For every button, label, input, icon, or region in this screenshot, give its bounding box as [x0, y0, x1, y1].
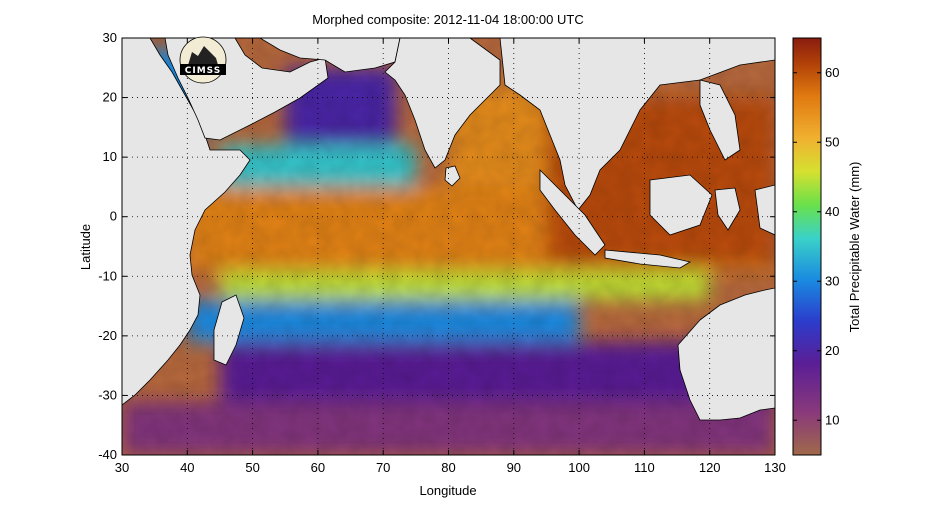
- x-tick-label: 110: [634, 460, 655, 475]
- sulawesi-land: [714, 187, 741, 231]
- india-land: [384, 38, 501, 169]
- colorbar-gradient: [792, 37, 822, 456]
- africa-land: [122, 38, 251, 406]
- colorbar-tick-label: 20: [825, 343, 839, 358]
- australia-land: [677, 287, 775, 421]
- java-land: [604, 249, 692, 269]
- y-axis: 30 20 10 0 -10 -20 -30 -40: [98, 30, 775, 462]
- x-tick-label: 90: [507, 460, 521, 475]
- y-tick-label: -20: [98, 328, 117, 343]
- y-tick-label: 30: [103, 30, 117, 45]
- colorbar-label: Total Precipitable Water (mm): [847, 162, 862, 333]
- colorbar-tick-label: 40: [825, 204, 839, 219]
- colorbar-tick-label: 30: [825, 273, 839, 288]
- y-axis-label: Latitude: [78, 224, 93, 270]
- colorbar-tick-label: 10: [825, 412, 839, 427]
- x-tick-label: 60: [311, 460, 325, 475]
- x-tick-label: 50: [245, 460, 259, 475]
- colorbar-tick-label: 60: [825, 65, 839, 80]
- x-tick-label: 70: [376, 460, 390, 475]
- y-tick-label: 0: [110, 209, 117, 224]
- x-tick-label: 40: [180, 460, 194, 475]
- x-tick-label: 30: [115, 460, 129, 475]
- y-tick-label: 10: [103, 149, 117, 164]
- indochina-land: [499, 38, 775, 211]
- x-tick-label: 100: [568, 460, 590, 475]
- cimss-logo: CIMSS: [179, 36, 227, 84]
- sumatra-land: [539, 169, 606, 256]
- x-axis: 30 40 50 60 70 80 90 100 110 120 130: [115, 38, 786, 475]
- x-tick-label: 80: [441, 460, 455, 475]
- y-tick-label: 20: [103, 90, 117, 105]
- philippines-land: [699, 79, 741, 161]
- plot-area: [122, 38, 775, 455]
- y-tick-label: -10: [98, 268, 117, 283]
- x-tick-label: 130: [764, 460, 786, 475]
- land-masses: [122, 38, 775, 421]
- colorbar: 60 50 40 30 20 10 Total Precipitable Water (m…: [792, 37, 862, 456]
- x-tick-label: 120: [699, 460, 721, 475]
- sri-lanka-land: [444, 165, 461, 187]
- y-tick-label: -30: [98, 387, 117, 402]
- x-axis-label: Longitude: [419, 483, 476, 498]
- madagascar-land: [213, 294, 245, 366]
- new-guinea-land: [754, 184, 775, 236]
- borneo-land: [649, 174, 713, 236]
- svg-text:CIMSS: CIMSS: [185, 66, 221, 76]
- colorbar-tick-label: 50: [825, 134, 839, 149]
- chart-title: Morphed composite: 2012-11-04 18:00:00 U…: [312, 12, 583, 27]
- y-tick-label: -40: [98, 447, 117, 462]
